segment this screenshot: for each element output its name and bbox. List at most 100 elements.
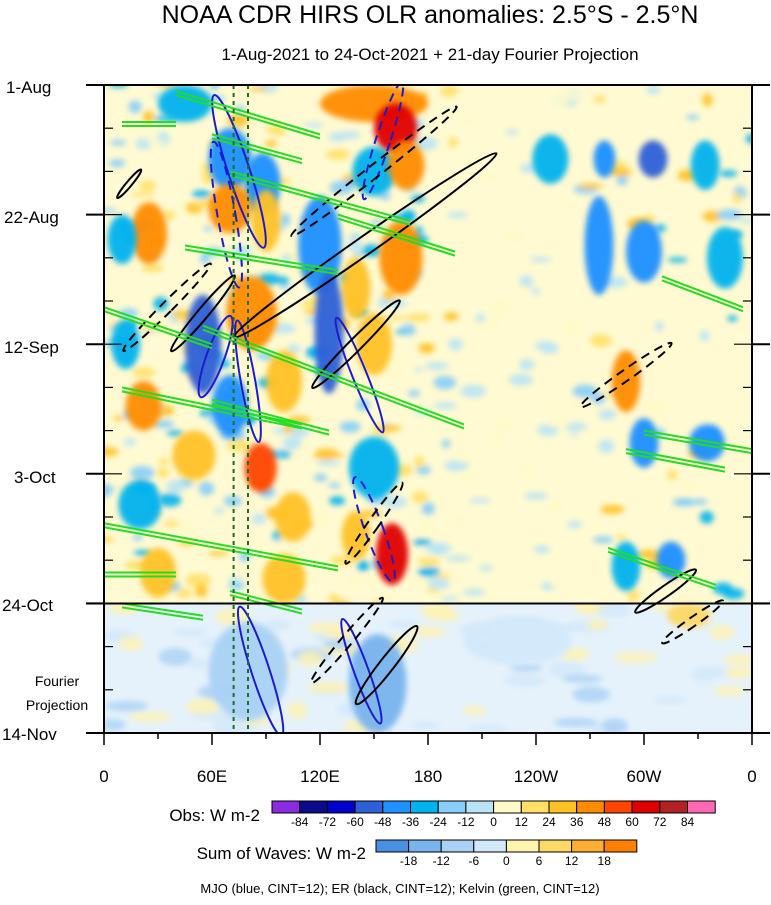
anomaly-speckle: [444, 460, 469, 472]
anomaly-speckle: [375, 594, 395, 603]
anomaly-speckle: [451, 517, 466, 525]
reference-dashed-lines: [232, 85, 249, 733]
kelvin-contour: [337, 213, 456, 253]
wave-contours: [104, 85, 752, 733]
anomaly-speckle: [400, 323, 417, 336]
obs-colorbar-tick: 0: [490, 815, 497, 829]
projection-speckle: [387, 619, 420, 629]
anomaly-speckle: [328, 593, 340, 603]
anomaly-speckle: [166, 430, 183, 436]
anomaly-speckle: [139, 180, 156, 192]
anomaly-speckle: [719, 170, 738, 177]
anomaly-speckle: [578, 183, 604, 190]
anomaly-speckle: [482, 173, 501, 181]
anomaly-patch: [348, 634, 407, 733]
anomaly-speckle: [213, 507, 225, 514]
kelvin-contour: [104, 306, 213, 346]
anomaly-speckle: [615, 534, 627, 540]
anomaly-speckle: [440, 596, 459, 602]
anomaly-speckle: [159, 493, 182, 507]
anomaly-patch: [107, 214, 137, 264]
anomaly-patch: [656, 541, 686, 579]
anomaly-speckle: [530, 256, 552, 262]
anomaly-speckle: [158, 458, 170, 465]
anomaly-speckle: [383, 370, 403, 377]
obs-colorbar-box: [437, 800, 467, 814]
anomaly-speckle: [460, 384, 487, 398]
projection-speckle: [129, 711, 172, 723]
er-contour: [661, 599, 725, 645]
obs-colorbar-tick: -60: [346, 815, 364, 829]
y-tick-label: 24-Oct: [2, 596, 53, 615]
mjo-contour: [352, 476, 396, 583]
obs-colorbar-box: [354, 800, 384, 814]
obs-colorbar-box: [631, 800, 661, 814]
anomaly-speckle: [348, 574, 362, 589]
anomaly-speckle: [316, 460, 341, 467]
projection-speckle: [287, 701, 308, 720]
er-contour: [344, 481, 404, 565]
anomaly-speckle: [405, 313, 431, 322]
obs-colorbar-tick: 36: [570, 815, 584, 829]
er-contour: [311, 299, 401, 390]
anomaly-speckle: [128, 100, 142, 114]
y-tick-label: 12-Sep: [4, 338, 59, 357]
anomaly-patch: [208, 183, 252, 234]
anomaly-speckle: [142, 110, 155, 124]
mjo-contour: [209, 140, 244, 289]
x-tick-label: 0: [99, 767, 108, 786]
projection-speckle: [462, 705, 486, 716]
anomaly-patch: [251, 189, 281, 252]
kelvin-contour: [104, 310, 213, 350]
kelvin-contour: [184, 248, 339, 276]
anomaly-patch: [464, 615, 572, 666]
anomaly-speckle: [153, 296, 169, 311]
obs-colorbar-tick: 84: [681, 815, 695, 829]
anomaly-speckle: [207, 551, 229, 556]
anomaly-speckle: [686, 114, 700, 121]
anomaly-speckle: [153, 420, 175, 428]
anomaly-speckle: [646, 85, 661, 95]
kelvin-contour: [661, 279, 744, 313]
anomaly-speckle: [455, 118, 481, 125]
anomaly-speckle: [110, 139, 127, 146]
obs-colorbar-tick: -24: [430, 815, 448, 829]
projection-speckle: [722, 654, 752, 665]
kelvin-contour: [211, 402, 330, 436]
anomaly-patch: [593, 140, 616, 178]
anomaly-speckle: [699, 330, 710, 342]
er-contour: [579, 341, 673, 409]
anomaly-speckle: [198, 481, 215, 496]
y-tick-label: 22-Aug: [4, 208, 59, 227]
mjo-contour: [211, 94, 267, 249]
anomaly-patch: [341, 257, 371, 320]
anomaly-speckle: [469, 498, 491, 504]
kelvin-contour: [661, 275, 744, 309]
anomaly-speckle: [570, 432, 579, 437]
anomaly-patch: [356, 313, 392, 376]
anomaly-speckle: [104, 447, 119, 457]
anomaly-speckle: [192, 190, 211, 199]
anomaly-speckle: [475, 313, 486, 323]
projection-speckle: [118, 635, 144, 651]
projection-speckle: [714, 685, 746, 696]
mjo-contour: [236, 605, 285, 733]
anomaly-speckle: [699, 510, 714, 524]
anomaly-speckle: [486, 317, 499, 330]
waves-colorbar-label: Sum of Waves: W m-2: [197, 844, 366, 863]
kelvin-contour: [121, 602, 204, 617]
kelvin-contour: [184, 244, 339, 272]
anomaly-speckle: [609, 168, 633, 177]
anomaly-speckle: [113, 415, 126, 421]
anomaly-patch: [532, 134, 569, 184]
projection-speckle: [104, 719, 127, 731]
x-axis-labels: 0 60E 120E 180 120W 60W 0: [99, 767, 756, 786]
anomaly-speckle: [666, 469, 678, 481]
er-contour: [310, 596, 384, 685]
x-tick-label: 60W: [627, 767, 662, 786]
anomaly-speckle: [175, 588, 193, 598]
x-tick-label: 60E: [197, 767, 227, 786]
kelvin-contour: [121, 390, 303, 430]
anomaly-speckle: [203, 226, 213, 232]
anomaly-speckle: [455, 456, 473, 462]
